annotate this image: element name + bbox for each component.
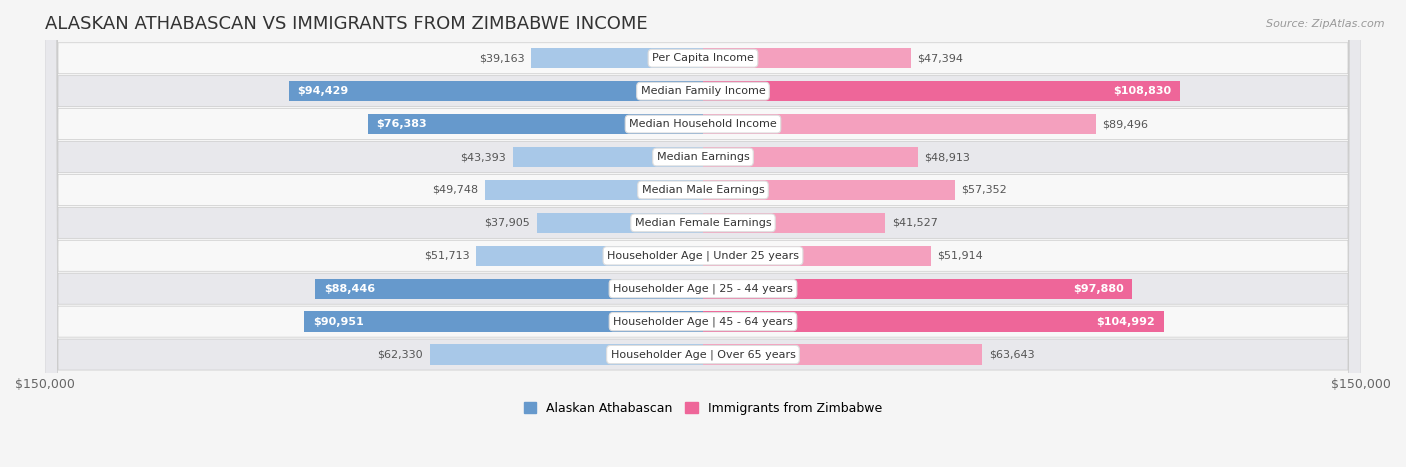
Bar bbox=[703, 147, 918, 167]
Text: ALASKAN ATHABASCAN VS IMMIGRANTS FROM ZIMBABWE INCOME: ALASKAN ATHABASCAN VS IMMIGRANTS FROM ZI… bbox=[45, 15, 648, 33]
Bar bbox=[703, 48, 911, 69]
Legend: Alaskan Athabascan, Immigrants from Zimbabwe: Alaskan Athabascan, Immigrants from Zimb… bbox=[519, 396, 887, 420]
FancyBboxPatch shape bbox=[45, 0, 1361, 467]
Text: $89,496: $89,496 bbox=[1102, 119, 1149, 129]
Text: Source: ZipAtlas.com: Source: ZipAtlas.com bbox=[1267, 19, 1385, 28]
Bar bbox=[485, 180, 703, 200]
Bar bbox=[537, 212, 703, 233]
Text: $63,643: $63,643 bbox=[988, 350, 1035, 360]
Text: $43,393: $43,393 bbox=[460, 152, 506, 162]
Text: $90,951: $90,951 bbox=[312, 317, 364, 326]
Bar bbox=[703, 114, 1095, 134]
FancyBboxPatch shape bbox=[45, 0, 1361, 467]
Bar bbox=[703, 81, 1181, 101]
Text: Median Male Earnings: Median Male Earnings bbox=[641, 185, 765, 195]
Text: Householder Age | 45 - 64 years: Householder Age | 45 - 64 years bbox=[613, 317, 793, 327]
Text: $47,394: $47,394 bbox=[918, 53, 963, 63]
FancyBboxPatch shape bbox=[45, 0, 1361, 467]
Text: $48,913: $48,913 bbox=[924, 152, 970, 162]
Text: $51,914: $51,914 bbox=[938, 251, 983, 261]
Bar bbox=[703, 246, 931, 266]
Text: $39,163: $39,163 bbox=[479, 53, 524, 63]
Text: $49,748: $49,748 bbox=[432, 185, 478, 195]
Text: $51,713: $51,713 bbox=[425, 251, 470, 261]
Text: Median Female Earnings: Median Female Earnings bbox=[634, 218, 772, 228]
Bar bbox=[703, 344, 983, 365]
Text: Per Capita Income: Per Capita Income bbox=[652, 53, 754, 63]
Text: $97,880: $97,880 bbox=[1073, 284, 1123, 294]
Text: Median Earnings: Median Earnings bbox=[657, 152, 749, 162]
Bar bbox=[513, 147, 703, 167]
Text: $104,992: $104,992 bbox=[1097, 317, 1154, 326]
Text: $108,830: $108,830 bbox=[1114, 86, 1171, 96]
FancyBboxPatch shape bbox=[45, 0, 1361, 467]
Bar bbox=[477, 246, 703, 266]
FancyBboxPatch shape bbox=[45, 0, 1361, 467]
Bar bbox=[703, 212, 886, 233]
Text: Householder Age | 25 - 44 years: Householder Age | 25 - 44 years bbox=[613, 283, 793, 294]
Text: $94,429: $94,429 bbox=[298, 86, 349, 96]
Bar bbox=[703, 180, 955, 200]
Text: $76,383: $76,383 bbox=[377, 119, 427, 129]
FancyBboxPatch shape bbox=[45, 0, 1361, 467]
Bar bbox=[368, 114, 703, 134]
Bar bbox=[531, 48, 703, 69]
FancyBboxPatch shape bbox=[45, 0, 1361, 467]
Text: $62,330: $62,330 bbox=[377, 350, 423, 360]
Text: Householder Age | Over 65 years: Householder Age | Over 65 years bbox=[610, 349, 796, 360]
Bar bbox=[288, 81, 703, 101]
Bar bbox=[430, 344, 703, 365]
Bar bbox=[315, 278, 703, 299]
Text: $37,905: $37,905 bbox=[485, 218, 530, 228]
Text: $41,527: $41,527 bbox=[891, 218, 938, 228]
FancyBboxPatch shape bbox=[45, 0, 1361, 467]
Text: Householder Age | Under 25 years: Householder Age | Under 25 years bbox=[607, 251, 799, 261]
Text: Median Family Income: Median Family Income bbox=[641, 86, 765, 96]
Text: $57,352: $57,352 bbox=[962, 185, 1007, 195]
FancyBboxPatch shape bbox=[45, 0, 1361, 467]
Text: $88,446: $88,446 bbox=[323, 284, 375, 294]
Bar bbox=[304, 311, 703, 332]
Text: Median Household Income: Median Household Income bbox=[628, 119, 778, 129]
Bar bbox=[703, 278, 1132, 299]
Bar bbox=[703, 311, 1164, 332]
FancyBboxPatch shape bbox=[45, 0, 1361, 467]
